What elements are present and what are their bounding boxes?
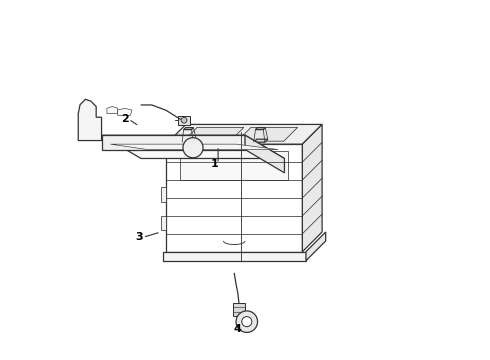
Polygon shape bbox=[183, 127, 244, 141]
Polygon shape bbox=[302, 125, 322, 252]
Circle shape bbox=[183, 138, 203, 158]
Text: 4: 4 bbox=[234, 324, 242, 334]
Polygon shape bbox=[163, 252, 306, 261]
Text: 3: 3 bbox=[135, 232, 143, 242]
Polygon shape bbox=[306, 232, 326, 261]
Polygon shape bbox=[182, 139, 196, 142]
Text: 1: 1 bbox=[210, 159, 218, 169]
Text: 2: 2 bbox=[121, 114, 128, 124]
Polygon shape bbox=[180, 151, 288, 180]
Polygon shape bbox=[161, 216, 166, 230]
Polygon shape bbox=[255, 128, 265, 130]
Polygon shape bbox=[184, 128, 194, 130]
Polygon shape bbox=[101, 135, 245, 149]
Polygon shape bbox=[111, 144, 278, 149]
Polygon shape bbox=[107, 107, 118, 114]
Polygon shape bbox=[161, 187, 166, 202]
Polygon shape bbox=[245, 135, 285, 173]
Circle shape bbox=[242, 317, 252, 327]
Polygon shape bbox=[166, 125, 322, 144]
Polygon shape bbox=[233, 303, 245, 316]
Polygon shape bbox=[118, 108, 132, 116]
Polygon shape bbox=[78, 99, 101, 140]
Polygon shape bbox=[101, 135, 285, 158]
Circle shape bbox=[181, 117, 187, 123]
Polygon shape bbox=[254, 139, 268, 142]
Circle shape bbox=[236, 311, 258, 332]
Polygon shape bbox=[166, 144, 302, 252]
Polygon shape bbox=[237, 127, 297, 141]
Polygon shape bbox=[178, 116, 190, 125]
